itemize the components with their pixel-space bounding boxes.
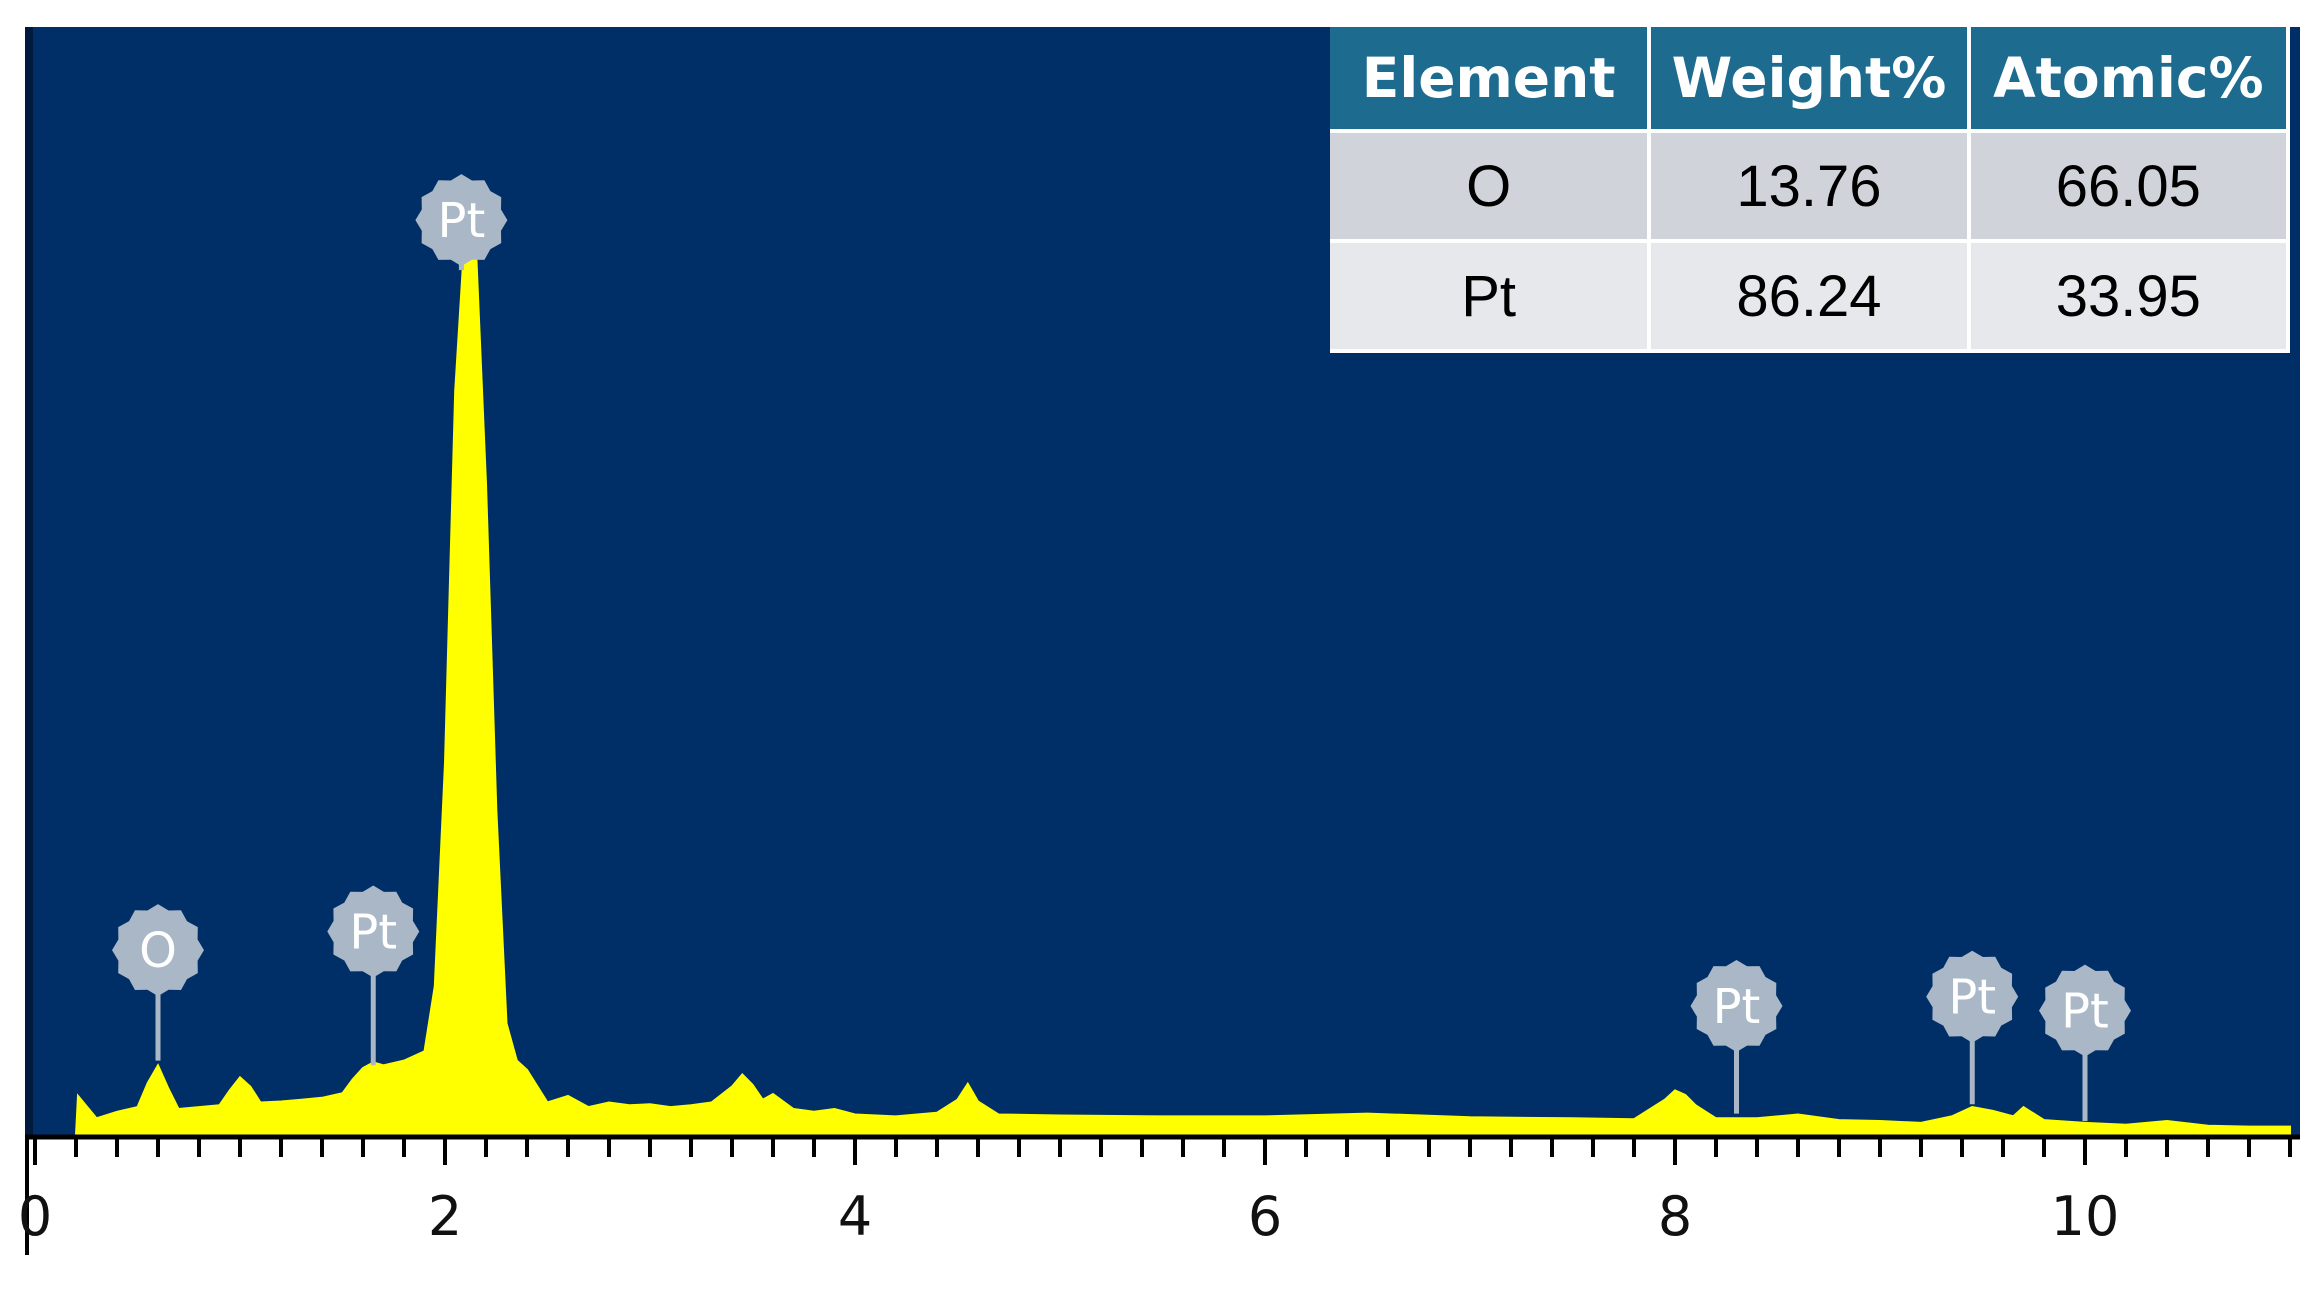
table-row: O 13.76 66.05 xyxy=(1330,131,2291,243)
x-tick-label: 0 xyxy=(18,1185,52,1248)
peak-marker-badge xyxy=(112,904,204,997)
table-row: Pt 86.24 33.95 xyxy=(1330,241,2291,353)
x-tick-label: 4 xyxy=(838,1185,872,1248)
peak-marker-badge xyxy=(415,174,508,267)
x-tick-label: 6 xyxy=(1248,1185,1282,1248)
peak-label-text: Pt xyxy=(438,193,486,249)
cell-atomic: 66.05 xyxy=(1968,131,2291,243)
peak-label-pt: Pt xyxy=(2039,964,2131,1122)
cell-weight: 86.24 xyxy=(1649,241,1971,353)
table-header-row: Element Weight% Atomic% xyxy=(1330,27,2291,133)
header-atomic-percent: Atomic% xyxy=(1968,27,2291,133)
peak-label-text: Pt xyxy=(349,905,397,961)
peak-label-pt: Pt xyxy=(1926,950,2019,1105)
composition-table: Element Weight% Atomic% O 13.76 66.05 Pt… xyxy=(1330,27,2291,353)
x-tick-label: 8 xyxy=(1658,1185,1692,1248)
cell-weight: 13.76 xyxy=(1649,131,1971,243)
peak-label-pt: Pt xyxy=(1690,960,1783,1114)
peak-label-text: Pt xyxy=(1713,979,1761,1035)
header-weight-percent: Weight% xyxy=(1649,27,1971,133)
peak-marker-badge xyxy=(327,885,420,978)
x-tick-label: 2 xyxy=(428,1185,462,1248)
cell-atomic: 33.95 xyxy=(1968,241,2291,353)
cell-element: Pt xyxy=(1330,241,1652,353)
plot-left-edge xyxy=(25,27,33,1137)
header-element: Element xyxy=(1330,27,1652,133)
peak-marker-badge xyxy=(1690,960,1783,1052)
peak-marker-badge xyxy=(1926,950,2019,1043)
peak-label-text: Pt xyxy=(2061,984,2109,1040)
peak-label-pt: Pt xyxy=(327,885,420,1066)
peak-label-text: O xyxy=(139,923,177,979)
x-tick-label: 10 xyxy=(2051,1185,2120,1248)
spectrum-area xyxy=(74,220,2291,1136)
peak-label-text: Pt xyxy=(1948,970,1996,1026)
peak-marker-badge xyxy=(2039,964,2131,1057)
peak-label-pt: Pt xyxy=(415,174,508,271)
peak-label-o: O xyxy=(112,904,204,1061)
axis-background xyxy=(25,1137,2300,1257)
cell-element: O xyxy=(1330,131,1652,243)
